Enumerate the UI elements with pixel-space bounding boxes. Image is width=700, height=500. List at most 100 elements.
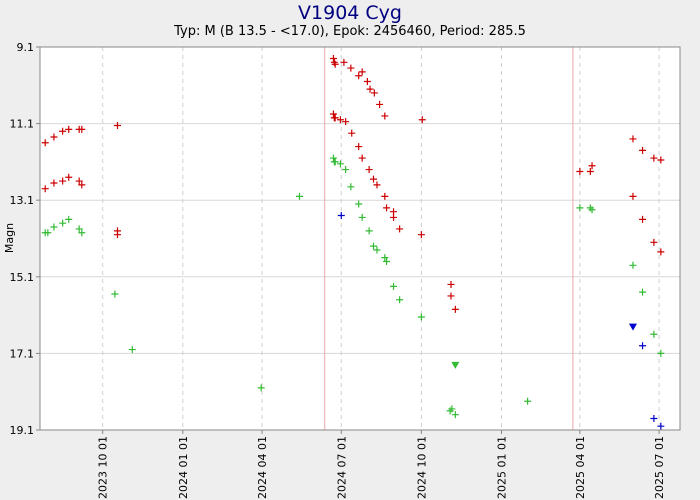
data-point <box>629 135 637 143</box>
data-point <box>366 85 374 93</box>
data-point <box>657 349 665 357</box>
y-tick-label: 9.1 <box>17 41 35 54</box>
data-point <box>329 110 337 118</box>
data-point <box>657 156 665 164</box>
y-tick-label: 13.1 <box>10 194 35 207</box>
x-tick-label: 2024 10 01 <box>415 436 428 499</box>
data-point <box>381 192 389 200</box>
data-point <box>381 254 389 262</box>
y-tick-label: 11.1 <box>10 118 35 131</box>
data-point <box>75 177 83 185</box>
data-point <box>337 212 345 220</box>
data-point <box>588 206 596 214</box>
data-point <box>639 342 647 350</box>
data-point <box>417 231 425 239</box>
data-point <box>639 146 647 154</box>
data-point <box>78 229 86 237</box>
data-point <box>78 181 86 189</box>
data-point <box>576 167 584 175</box>
data-point <box>358 213 366 221</box>
data-point <box>451 411 459 419</box>
data-point <box>629 192 637 200</box>
data-point <box>50 179 58 187</box>
data-point <box>365 166 373 174</box>
data-point <box>355 143 363 151</box>
data-point <box>396 296 404 304</box>
data-point <box>369 242 377 250</box>
data-point <box>65 173 73 181</box>
data-point <box>329 54 337 62</box>
data-point <box>657 248 665 256</box>
data-point <box>78 125 86 133</box>
data-point <box>629 261 637 269</box>
data-point <box>418 116 426 124</box>
data-point <box>396 225 404 233</box>
data-point <box>128 346 136 354</box>
data-point <box>447 292 455 300</box>
chart-title: V1904 Cyg <box>298 2 402 24</box>
data-point <box>329 154 337 162</box>
data-point <box>588 162 596 170</box>
data-point <box>586 167 594 175</box>
data-point <box>451 305 459 313</box>
data-point <box>639 215 647 223</box>
data-point <box>50 223 58 231</box>
data-point <box>383 204 391 212</box>
x-tick-label: 2025 04 01 <box>574 436 587 499</box>
data-point <box>650 238 658 246</box>
data-point <box>65 215 73 223</box>
y-tick-label: 15.1 <box>10 271 35 284</box>
data-point <box>383 257 391 265</box>
x-tick-label: 2023 10 01 <box>97 436 110 499</box>
x-tick-label: 2025 07 01 <box>653 436 666 499</box>
data-point <box>369 175 377 183</box>
chart-subtitle: Typ: M (B 13.5 - <17.0), Epok: 2456460, … <box>174 24 526 39</box>
data-point <box>376 100 384 108</box>
x-tick-label: 2024 01 01 <box>177 436 190 499</box>
data-point <box>257 384 265 392</box>
y-tick-label: 17.1 <box>10 347 35 360</box>
data-point <box>363 77 371 85</box>
data-point <box>381 112 389 120</box>
data-point <box>59 177 67 185</box>
data-point <box>657 422 665 430</box>
data-point <box>358 154 366 162</box>
upper-limit-point <box>451 361 460 369</box>
data-point <box>447 280 455 288</box>
data-point <box>417 313 425 321</box>
data-point <box>65 125 73 133</box>
data-point <box>113 122 121 130</box>
data-points <box>41 54 665 430</box>
data-point <box>355 200 363 208</box>
data-point <box>336 160 344 168</box>
data-point <box>75 225 83 233</box>
data-point <box>348 129 356 137</box>
x-tick-label: 2024 07 01 <box>335 436 348 499</box>
data-point <box>44 229 52 237</box>
data-point <box>524 397 532 405</box>
data-point <box>331 60 339 68</box>
plot-frame <box>39 46 681 431</box>
data-point <box>41 139 49 147</box>
data-point <box>390 213 398 221</box>
data-point <box>331 158 339 166</box>
x-tick-label: 2024 04 01 <box>256 436 269 499</box>
y-axis-label: Magn <box>3 223 16 253</box>
plot-area <box>40 47 680 430</box>
data-point <box>50 133 58 141</box>
data-point <box>650 415 658 423</box>
data-point <box>370 89 378 97</box>
data-point <box>373 181 381 189</box>
data-point <box>41 185 49 193</box>
data-point <box>650 330 658 338</box>
data-point <box>650 154 658 162</box>
data-point <box>336 116 344 124</box>
data-point <box>111 290 119 298</box>
upper-limit-point <box>628 323 637 331</box>
data-point <box>113 231 121 239</box>
data-point <box>365 227 373 235</box>
data-point <box>59 127 67 135</box>
data-point <box>342 118 350 126</box>
y-tick-labels: 9.1 11.1 13.1 15.1 17.1 19.1 <box>10 41 40 437</box>
